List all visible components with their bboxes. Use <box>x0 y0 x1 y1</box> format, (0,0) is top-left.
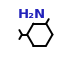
Text: H₂N: H₂N <box>18 8 46 21</box>
